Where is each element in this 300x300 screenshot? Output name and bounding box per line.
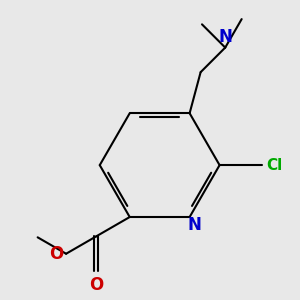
Text: O: O [49, 245, 63, 263]
Text: N: N [218, 28, 232, 46]
Text: N: N [188, 216, 201, 234]
Text: O: O [89, 276, 103, 294]
Text: Cl: Cl [266, 158, 282, 172]
